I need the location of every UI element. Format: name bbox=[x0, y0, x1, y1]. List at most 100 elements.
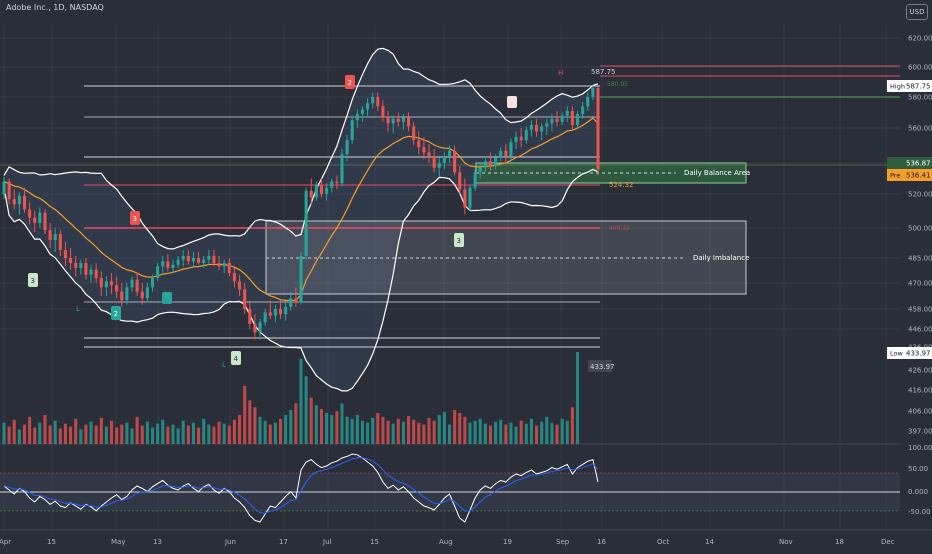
volume-bar-58 bbox=[299, 358, 303, 444]
volume-bar-90 bbox=[463, 416, 467, 444]
volume-bar-10 bbox=[53, 420, 57, 444]
candle-103 bbox=[529, 120, 533, 137]
daily-imbalance-label: Daily Imbalance bbox=[693, 254, 749, 262]
candle-79 bbox=[406, 112, 411, 132]
candle-6 bbox=[33, 211, 37, 232]
currency-button[interactable]: USD bbox=[906, 4, 928, 20]
candle-9 bbox=[48, 222, 52, 248]
x-tick-15: 18 bbox=[835, 538, 844, 546]
candle-106 bbox=[545, 118, 549, 135]
volume-bar-57 bbox=[294, 403, 298, 444]
faint-label-580: 580.95 bbox=[607, 81, 628, 88]
candle-66 bbox=[340, 149, 344, 187]
rsi-tick-2: 0.000 bbox=[908, 488, 928, 496]
candle-74 bbox=[381, 100, 385, 122]
candle-44 bbox=[227, 258, 231, 277]
volume-bar-31 bbox=[161, 419, 165, 444]
volume-bar-61 bbox=[314, 405, 318, 444]
candle-78 bbox=[401, 114, 405, 130]
high-callout: 587.75 bbox=[591, 68, 616, 76]
volume-bar-59 bbox=[304, 376, 308, 444]
volume-bar-75 bbox=[386, 420, 390, 444]
volume-bar-39 bbox=[202, 418, 206, 444]
candle-20 bbox=[104, 276, 108, 296]
candle-58 bbox=[299, 252, 303, 305]
price-tag-value-0: 587.75 bbox=[906, 83, 931, 91]
volume-bar-95 bbox=[488, 425, 493, 444]
candle-48 bbox=[248, 300, 252, 329]
candle-62 bbox=[319, 178, 324, 198]
candle-22 bbox=[115, 276, 119, 299]
candle-51 bbox=[263, 309, 267, 326]
volume-bar-44 bbox=[227, 425, 231, 444]
daily-balance-label: Daily Balance Area bbox=[684, 169, 750, 177]
candle-100 bbox=[514, 131, 518, 149]
volume-bar-110 bbox=[565, 420, 569, 444]
volume-bar-15 bbox=[79, 429, 83, 444]
volume-bar-93 bbox=[478, 418, 482, 444]
candle-90 bbox=[463, 178, 467, 215]
candle-38 bbox=[197, 252, 201, 265]
candle-56 bbox=[289, 291, 293, 311]
volume-bar-78 bbox=[401, 421, 405, 444]
volume-bar-54 bbox=[278, 418, 283, 444]
candle-45 bbox=[232, 268, 236, 288]
volume-bar-30 bbox=[156, 423, 160, 444]
candle-4 bbox=[22, 187, 27, 213]
candle-81 bbox=[417, 131, 421, 155]
chart-title: Adobe Inc., 1D, NASDAQ bbox=[6, 3, 104, 12]
candle-34 bbox=[176, 256, 180, 268]
x-tick-8: Aug bbox=[439, 538, 453, 546]
volume-bar-34 bbox=[176, 428, 180, 444]
candle-37 bbox=[191, 252, 196, 267]
candle-43 bbox=[222, 259, 226, 273]
candle-14 bbox=[74, 256, 78, 277]
volume-bar-27 bbox=[140, 425, 144, 444]
volume-bar-4 bbox=[22, 424, 27, 444]
volume-bar-18 bbox=[94, 425, 98, 444]
volume-bar-33 bbox=[171, 424, 175, 444]
low-callout: 433.97 bbox=[590, 363, 615, 371]
lower-band-line bbox=[3, 168, 599, 392]
volume-bar-47 bbox=[243, 385, 247, 444]
candle-39 bbox=[202, 256, 206, 268]
volume-bar-109 bbox=[560, 418, 564, 444]
x-tick-3: 13 bbox=[153, 538, 162, 546]
candle-101 bbox=[519, 128, 523, 148]
candle-18 bbox=[94, 263, 98, 283]
y-tick-13: 416.00 bbox=[908, 387, 932, 395]
x-tick-10: Sep bbox=[556, 538, 570, 546]
volume-bar-108 bbox=[555, 424, 559, 444]
candle-0 bbox=[2, 176, 6, 200]
rsi-line bbox=[3, 453, 599, 523]
candle-3 bbox=[17, 192, 21, 215]
candle-97 bbox=[499, 147, 503, 162]
volume-bar-0 bbox=[2, 422, 6, 444]
signal-marker-6 bbox=[162, 292, 172, 304]
volume-bar-32 bbox=[166, 426, 170, 444]
price-tag-1 bbox=[887, 157, 932, 169]
candle-84 bbox=[432, 149, 436, 173]
candle-67 bbox=[345, 135, 349, 162]
candle-72 bbox=[371, 92, 375, 108]
x-tick-16: Dec bbox=[881, 538, 895, 546]
y-tick-10: 446.00 bbox=[908, 326, 932, 334]
volume-bar-2 bbox=[12, 419, 16, 444]
y-tick-5: 520.00 bbox=[908, 191, 932, 199]
candle-116 bbox=[596, 86, 600, 176]
candle-31 bbox=[161, 256, 165, 273]
volume-bar-7 bbox=[38, 422, 42, 444]
volume-bar-82 bbox=[422, 424, 426, 444]
candle-13 bbox=[69, 248, 73, 270]
volume-bar-41 bbox=[212, 426, 216, 444]
candle-99 bbox=[509, 138, 513, 160]
y-tick-15: 397.00 bbox=[908, 428, 932, 436]
x-tick-2: May bbox=[111, 538, 125, 546]
volume-bar-91 bbox=[468, 422, 472, 444]
candle-114 bbox=[586, 92, 590, 111]
volume-bar-80 bbox=[412, 419, 416, 444]
price-tag-text-3: Low bbox=[890, 350, 903, 358]
candle-12 bbox=[63, 242, 67, 267]
y-tick-7: 485.00 bbox=[908, 255, 932, 263]
